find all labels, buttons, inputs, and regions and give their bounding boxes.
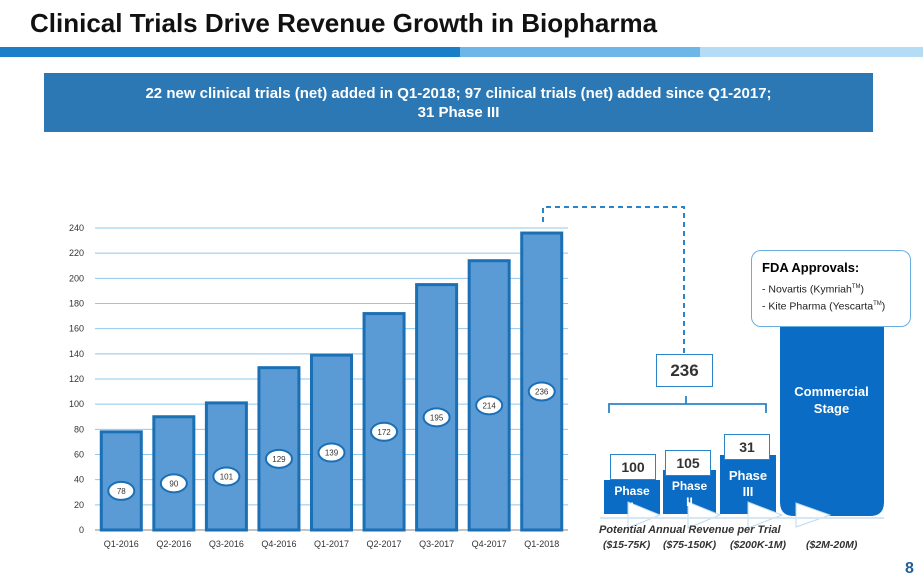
- data-label-bubble: [107, 480, 136, 501]
- data-label: 90: [169, 479, 178, 488]
- revenue-phase3: ($200K-1M): [730, 539, 787, 551]
- phase1-label-b: I: [630, 500, 634, 514]
- phase1-label-a: Phase: [614, 484, 650, 498]
- data-label: 139: [325, 449, 339, 458]
- data-label: 172: [377, 428, 391, 437]
- phase3-count: 31: [724, 434, 770, 460]
- y-tick-label: 120: [69, 374, 84, 384]
- commercial-label-b: Stage: [813, 401, 850, 416]
- fda-approvals-callout: FDA Approvals: - Novartis (KymriahTM) - …: [751, 250, 911, 327]
- phase2-label: Phase II: [663, 478, 716, 510]
- phase1-label: Phase I: [606, 483, 658, 515]
- page-title: Clinical Trials Drive Revenue Growth in …: [30, 8, 658, 38]
- y-tick-label: 40: [74, 475, 84, 485]
- y-tick-label: 100: [69, 399, 84, 409]
- y-tick-label: 220: [69, 248, 84, 258]
- data-label-bubble: [317, 442, 346, 463]
- phase1-block: [604, 480, 660, 514]
- commercial-block: [780, 326, 884, 516]
- phase2-label-b: II: [686, 495, 693, 509]
- x-tick-label: Q2-2016: [156, 539, 191, 549]
- banner-line-2: 31 Phase III: [417, 103, 500, 121]
- phase2-count: 105: [665, 450, 711, 476]
- x-tick-label: Q4-2016: [261, 539, 296, 549]
- bracket: [608, 396, 767, 413]
- arrow-2: [687, 501, 722, 529]
- x-tick-label: Q3-2016: [209, 539, 244, 549]
- data-label-bubble: [159, 473, 188, 494]
- phase3-label: Phase III: [720, 468, 776, 500]
- arrow-1: [627, 501, 662, 529]
- page-number: 8: [905, 560, 914, 577]
- stripe-dark: [0, 47, 460, 57]
- y-tick-label: 80: [74, 424, 84, 434]
- commercial-label-a: Commercial: [794, 384, 869, 399]
- y-tick-label: 180: [69, 299, 84, 309]
- x-tick-label: Q1-2017: [314, 539, 349, 549]
- stripe-light: [700, 47, 923, 57]
- summary-banner: 22 new clinical trials (net) added in Q1…: [44, 73, 873, 132]
- data-label: 101: [220, 472, 234, 481]
- y-tick-label: 20: [74, 500, 84, 510]
- phase3-label-a: Phase: [728, 468, 768, 483]
- data-label: 236: [535, 388, 549, 397]
- revenue-heading: Potential Annual Revenue per Trial: [599, 524, 781, 536]
- phase2-label-a: Phase: [671, 479, 708, 493]
- x-tick-label: Q3-2017: [419, 539, 454, 549]
- data-label-bubble: [422, 407, 451, 428]
- commercial-label: Commercial Stage: [784, 383, 879, 417]
- dashed-connector: [542, 206, 685, 356]
- tm-mark-1: TM: [851, 284, 861, 290]
- fda-close-2: ): [881, 300, 886, 312]
- y-tick-label: 200: [69, 273, 84, 283]
- x-tick-label: Q1-2018: [524, 539, 559, 549]
- fda-item-kite: - Kite Pharma (YescartaTM): [762, 297, 910, 314]
- revenue-phase2: ($75-150K): [663, 539, 717, 551]
- data-label-bubble: [527, 381, 556, 402]
- stripe-mid: [460, 47, 700, 57]
- x-tick-label: Q1-2016: [104, 539, 139, 549]
- x-tick-label: Q4-2017: [472, 539, 507, 549]
- banner-line-1: 22 new clinical trials (net) added in Q1…: [145, 84, 772, 102]
- revenue-commercial: ($2M-20M): [806, 539, 858, 551]
- bar: [257, 366, 301, 532]
- data-label-bubble: [475, 395, 504, 416]
- total-count-box: 236: [656, 354, 713, 387]
- data-label-bubble: [212, 466, 241, 487]
- fda-item-1-text: - Novartis (Kymriah: [762, 283, 852, 296]
- y-tick-label: 60: [74, 450, 84, 460]
- phase3-label-b: III: [742, 484, 754, 499]
- x-tick-label: Q2-2017: [367, 539, 402, 549]
- fda-close-1: ): [860, 283, 865, 296]
- data-label: 214: [482, 401, 496, 410]
- tm-mark-2: TM: [873, 300, 882, 307]
- arrow-3: [747, 501, 784, 529]
- phase3-block: [720, 455, 776, 514]
- data-label: 195: [430, 413, 444, 422]
- fda-item-novartis: - Novartis (KymriahTM): [762, 280, 910, 297]
- data-label: 129: [272, 455, 286, 464]
- data-label: 78: [117, 487, 126, 496]
- y-tick-label: 240: [69, 223, 84, 233]
- phase1-count: 100: [610, 454, 656, 480]
- y-tick-label: 160: [69, 324, 84, 334]
- data-label-bubble: [264, 448, 293, 469]
- phase2-block: [663, 470, 716, 514]
- arrow-4: [795, 502, 832, 528]
- fda-item-2-text: - Kite Pharma (Yescarta: [762, 300, 874, 312]
- revenue-phase1: ($15-75K): [603, 539, 651, 551]
- y-tick-label: 0: [79, 525, 84, 535]
- data-label-bubble: [370, 421, 399, 442]
- fda-heading: FDA Approvals:: [762, 260, 860, 275]
- y-tick-label: 140: [69, 349, 84, 359]
